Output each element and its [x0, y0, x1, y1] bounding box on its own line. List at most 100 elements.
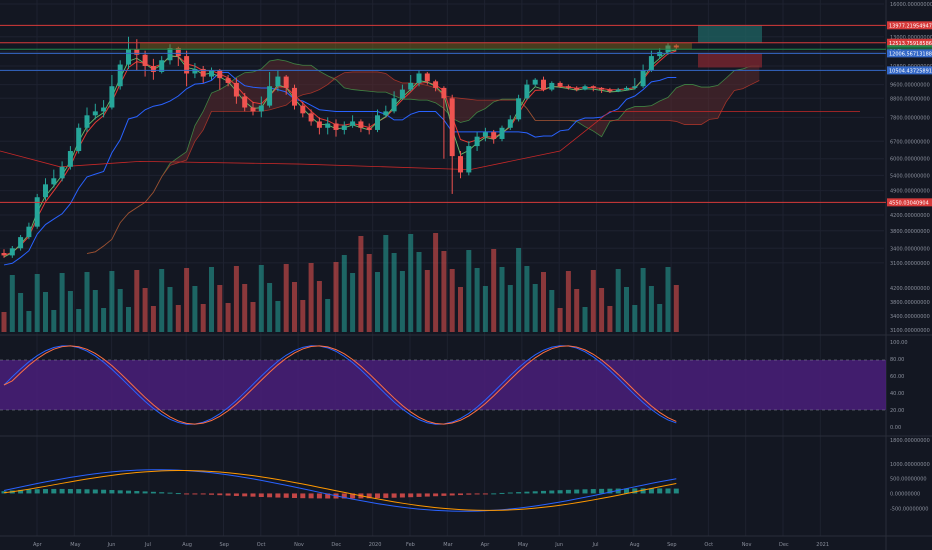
- candle-body: [466, 146, 472, 173]
- volume-bar: [466, 250, 472, 332]
- volume-bar: [541, 272, 546, 332]
- candle-body: [632, 86, 638, 88]
- volume-bar: [458, 287, 463, 332]
- stoch-d-line: [3, 345, 677, 425]
- stoch-tick-label: 0.00: [890, 425, 901, 431]
- volume-bar: [507, 285, 513, 332]
- stoch-tick-label: 80.00: [890, 357, 904, 363]
- volume-bar: [408, 234, 414, 332]
- volume-bar: [51, 310, 57, 332]
- macd-histogram-bar: [391, 493, 397, 498]
- volume-bar: [341, 255, 347, 332]
- macd-histogram-bar: [424, 493, 430, 497]
- candle-body: [192, 68, 198, 74]
- macd-histogram-bar: [233, 493, 239, 496]
- macd-histogram-bar: [474, 493, 480, 495]
- x-axis-label: Sep: [220, 542, 229, 548]
- position-target-box[interactable]: [698, 25, 762, 43]
- volume-bar: [275, 301, 281, 332]
- x-axis-label: Mar: [443, 542, 453, 548]
- macd-histogram-bar: [26, 489, 32, 494]
- macd-histogram-bar: [516, 492, 522, 494]
- macd-histogram-bar: [167, 492, 173, 494]
- candle-body: [84, 115, 90, 128]
- ema-green: [3, 49, 677, 258]
- candle-body: [250, 107, 256, 112]
- price-level-badge: [887, 66, 932, 75]
- macd-histogram-bar: [92, 489, 98, 494]
- candle-body: [582, 86, 588, 90]
- x-axis-label: Jul: [592, 542, 599, 548]
- volume-bar: [624, 287, 629, 332]
- candle-body: [424, 73, 430, 82]
- macd-histogram-bar: [225, 493, 231, 496]
- price-tick-label: 6000.00000000: [890, 157, 930, 163]
- volume-bar: [92, 290, 98, 332]
- volume-bar: [150, 306, 156, 332]
- macd-histogram-bar: [565, 489, 571, 494]
- candle-body: [76, 127, 82, 152]
- volume-bar: [225, 303, 231, 332]
- volume-bar: [167, 287, 173, 332]
- candle-body: [366, 127, 372, 130]
- cloud-span-b: [86, 71, 760, 254]
- volume-bar: [84, 272, 90, 332]
- volume-bar: [350, 273, 356, 332]
- macd-histogram-bar: [350, 493, 356, 499]
- macd-histogram-bar: [325, 493, 331, 499]
- volume-bar: [200, 304, 206, 332]
- candle-body: [624, 87, 629, 90]
- macd-histogram-bar: [408, 493, 414, 498]
- price-level-badge: [887, 21, 932, 30]
- candle-body: [358, 121, 364, 128]
- price-tick-label: 13000.00000000: [890, 35, 932, 41]
- candle-body: [325, 123, 331, 128]
- volume-bar: [574, 289, 580, 332]
- candle-body: [217, 70, 223, 79]
- candle-body: [67, 151, 73, 167]
- volume-bar: [673, 285, 679, 332]
- macd-histogram-bar: [499, 492, 505, 494]
- volume-tick-label: 3100.00000000: [890, 328, 930, 334]
- volume-bar: [532, 284, 538, 332]
- volume-bar: [441, 251, 447, 332]
- candle-body: [184, 56, 190, 74]
- macd-histogram-bar: [399, 493, 405, 498]
- macd-histogram-bar: [466, 493, 472, 495]
- candle-body: [673, 45, 679, 48]
- stoch-tick-label: 40.00: [890, 391, 904, 397]
- price-tick-label: 6700.00000000: [890, 139, 930, 145]
- macd-histogram-bar: [491, 493, 497, 495]
- macd-histogram-bar: [150, 491, 156, 494]
- price-tick-label: 4200.00000000: [890, 213, 930, 219]
- volume-bar: [300, 300, 306, 332]
- candle-body: [225, 78, 231, 83]
- candle-body: [665, 45, 671, 53]
- volume-bar: [632, 305, 638, 332]
- candle-body: [549, 82, 555, 90]
- macd-histogram-bar: [209, 493, 214, 495]
- volume-bar: [424, 270, 430, 332]
- macd-histogram-bar: [192, 493, 198, 495]
- macd-histogram-bar: [341, 493, 347, 499]
- macd-histogram-bar: [574, 489, 580, 494]
- candle-body: [350, 121, 356, 126]
- volume-bar: [209, 267, 214, 332]
- candle-body: [126, 49, 131, 65]
- candle-body: [59, 166, 65, 179]
- candle-body: [599, 87, 605, 90]
- candle-body: [657, 52, 663, 57]
- volume-bar: [557, 308, 563, 332]
- macd-histogram-bar: [541, 490, 546, 494]
- macd-tick-label: 1800.00000000: [890, 438, 930, 444]
- candle-body: [117, 64, 123, 87]
- volume-bar: [399, 271, 405, 332]
- macd-histogram-bar: [316, 493, 322, 499]
- position-stop-box[interactable]: [698, 53, 762, 68]
- volume-bar: [142, 288, 148, 332]
- candle-body: [233, 82, 239, 97]
- resistance-zone: [140, 42, 692, 50]
